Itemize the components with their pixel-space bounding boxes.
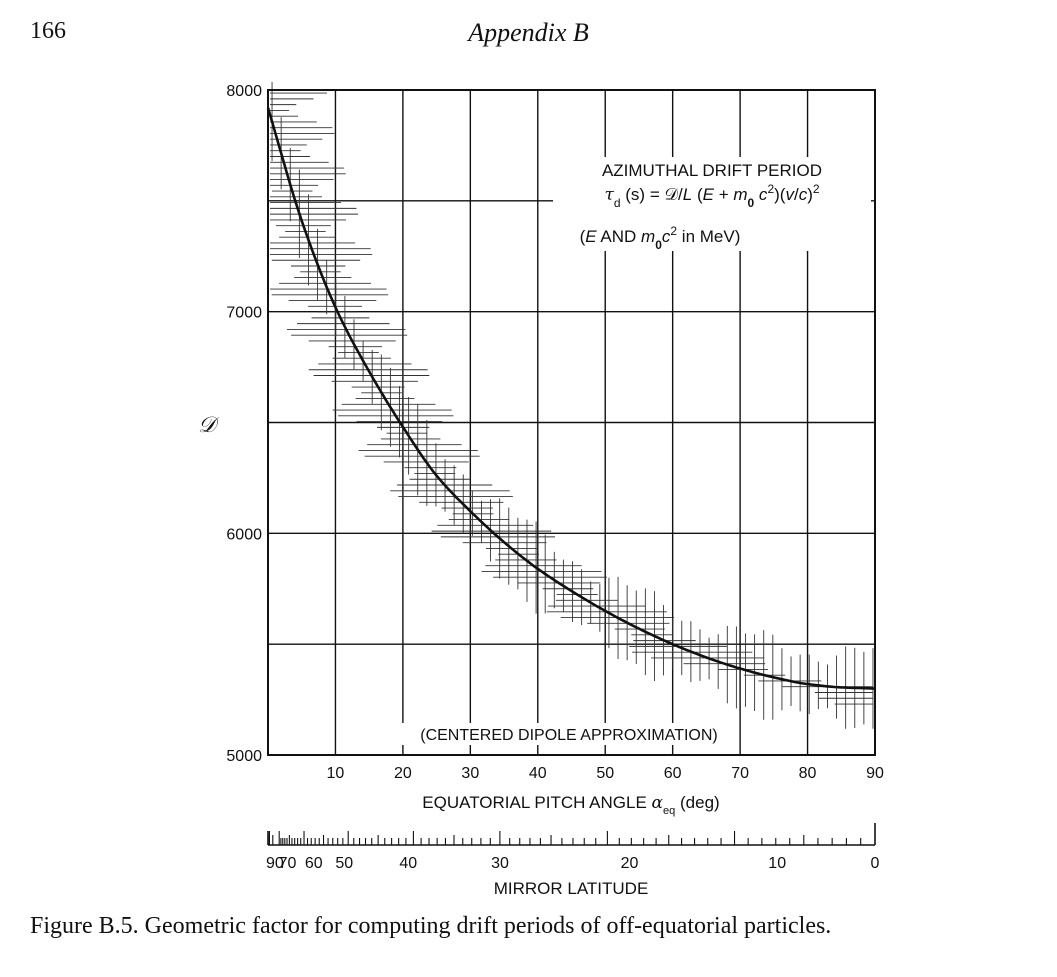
y-tick-label: 6000 bbox=[226, 526, 262, 543]
y-tick-label: 7000 bbox=[226, 305, 262, 322]
annotation-title: AZIMUTHAL DRIFT PERIOD bbox=[602, 161, 822, 180]
y-tick-label: 5000 bbox=[226, 748, 262, 765]
mirror-latitude-tick-label: 90 bbox=[266, 855, 284, 872]
mirror-latitude-tick-label: 60 bbox=[305, 855, 323, 872]
units-note: (E AND m0c2 in MeV) bbox=[580, 224, 741, 252]
x-tick-label: 80 bbox=[799, 765, 817, 782]
x-tick-labels: 10 20 30 40 50 60 70 80 90 bbox=[327, 765, 884, 782]
drift-factor-chart: 5000 6000 7000 8000 10 20 30 40 50 60 70 80 90 𝒟 EQ… bbox=[198, 81, 884, 898]
x-tick-label: 90 bbox=[866, 765, 884, 782]
mirror-latitude-tick-label: 30 bbox=[491, 855, 509, 872]
y-tick-labels: 5000 6000 7000 8000 bbox=[226, 83, 262, 765]
annotation-background bbox=[553, 157, 871, 251]
x-axis-label: EQUATORIAL PITCH ANGLE αeq (deg) bbox=[422, 793, 719, 817]
page-number: 166 bbox=[30, 18, 66, 44]
mirror-latitude-tick-label: 20 bbox=[621, 855, 639, 872]
drift-factor-curve bbox=[266, 107, 876, 690]
x-tick-label: 60 bbox=[664, 765, 682, 782]
drift-period-formula: τd (s) = 𝒟/L (E + m0 c2)(v/c)2 bbox=[604, 182, 819, 210]
plot-frame bbox=[267, 89, 876, 756]
x-tick-label: 40 bbox=[529, 765, 547, 782]
x-tick-label: 50 bbox=[596, 765, 614, 782]
y-axis-label: 𝒟 bbox=[198, 413, 220, 438]
mirror-latitude-label: MIRROR LATITUDE bbox=[494, 879, 649, 898]
figure-caption: Figure B.5. Geometric factor for computi… bbox=[30, 913, 832, 939]
x-tick-label: 30 bbox=[461, 765, 479, 782]
x-tick-label: 10 bbox=[327, 765, 345, 782]
x-tick-label: 70 bbox=[731, 765, 749, 782]
running-head: Appendix B bbox=[468, 18, 589, 47]
mirror-latitude-tick-label: 50 bbox=[335, 855, 353, 872]
approx-note-background bbox=[401, 723, 737, 745]
mirror-latitude-tick-label: 40 bbox=[399, 855, 417, 872]
mirror-latitude-tick-label: 10 bbox=[768, 855, 786, 872]
mirror-latitude-tick-label: 0 bbox=[871, 855, 880, 872]
y-tick-label: 8000 bbox=[226, 83, 262, 100]
mirror-latitude-axis bbox=[267, 823, 876, 846]
x-tick-label: 20 bbox=[394, 765, 412, 782]
mirror-latitude-tick-label: 70 bbox=[279, 855, 297, 872]
approximation-note: (CENTERED DIPOLE APPROXIMATION) bbox=[420, 727, 718, 744]
